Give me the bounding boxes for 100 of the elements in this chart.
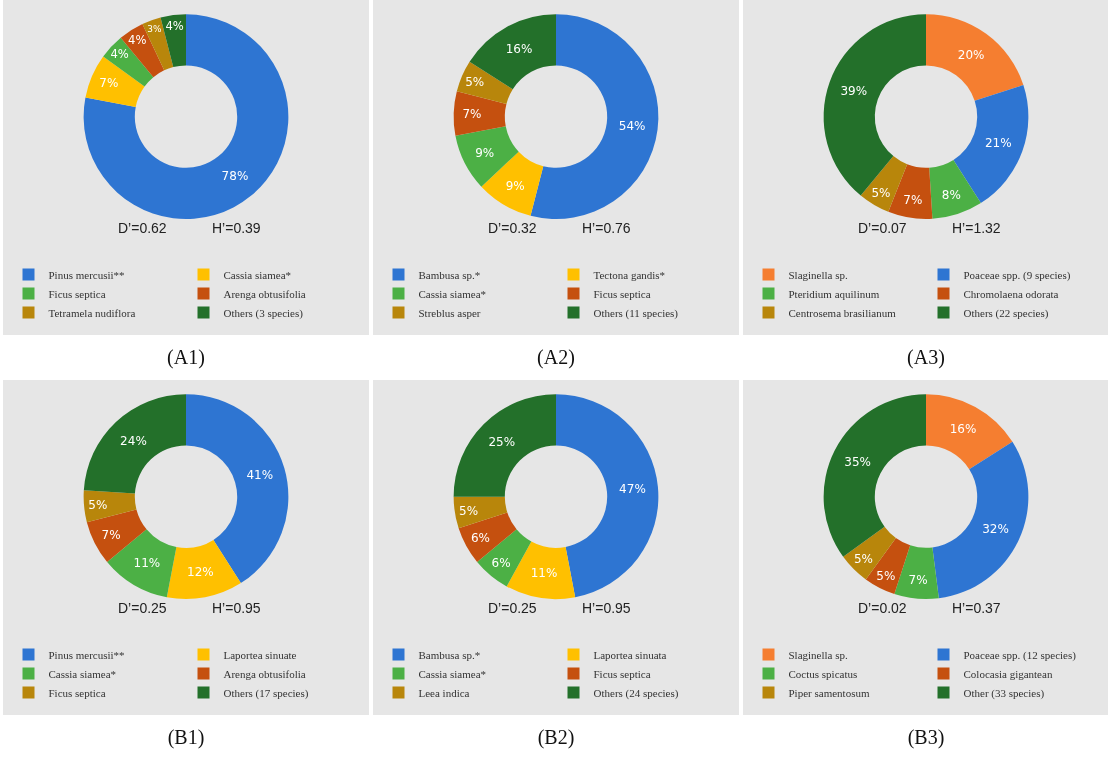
data-label: 7%	[903, 192, 923, 207]
data-label: 24%	[120, 433, 147, 448]
legend-label: Cassia siamea*	[48, 667, 117, 680]
text: H’=0.76	[582, 220, 631, 236]
text: D’=0.62	[118, 220, 167, 236]
donut-slice	[843, 526, 896, 580]
legend-label: Leea indica	[418, 686, 470, 699]
text: H’=1.32	[952, 220, 1001, 236]
donut-slice	[83, 14, 289, 219]
data-label: 47%	[619, 482, 646, 497]
legend-label: Others (3 species)	[223, 306, 304, 320]
text: D’=0.02	[858, 600, 907, 616]
data-label: 9%	[505, 178, 525, 193]
data-label: 4%	[110, 47, 129, 62]
text: H’=0.39	[212, 220, 261, 236]
legend-label: Arenga obtusifolia	[223, 667, 306, 680]
data-label: 6%	[491, 556, 511, 571]
legend-label: Tetramela nudiflora	[48, 306, 136, 319]
legend-label: Ficus septica	[593, 667, 651, 680]
text: D’=0.25	[488, 600, 537, 616]
donut-slice	[556, 394, 659, 598]
data-label: 6%	[470, 531, 490, 546]
text: H’=0.95	[582, 600, 631, 616]
data-label: 11%	[530, 565, 558, 580]
text: D’=0.32	[488, 220, 537, 236]
legend-label: Others (24 species)	[593, 686, 679, 700]
legend-label: Poaceae spp. (9 species)	[963, 268, 1071, 282]
data-label: 16%	[505, 42, 533, 57]
data-label: 39%	[840, 83, 868, 98]
legend-label: Centrosema brasilianum	[788, 306, 897, 319]
donut-slice	[83, 490, 137, 523]
data-label: 3%	[147, 23, 162, 34]
legend-label: Cassia siamea*	[418, 287, 487, 300]
text: (B3)	[906, 725, 946, 751]
data-label: 16%	[949, 422, 977, 437]
legend-label: Bambusa sp.*	[418, 648, 481, 661]
legend-label: Laportea sinuata	[593, 648, 667, 661]
legend-label: Arenga obtusifolia	[223, 287, 306, 300]
donut-slice	[888, 164, 933, 219]
data-label: 7%	[99, 76, 119, 91]
data-label: 41%	[246, 468, 274, 483]
donut-slice	[456, 61, 513, 104]
legend-label: Cassia siamea*	[223, 268, 292, 281]
donut-slice	[453, 91, 507, 136]
legend-label: Ficus septica	[48, 686, 106, 699]
donut-slice	[929, 159, 981, 219]
data-label: 5%	[876, 568, 896, 583]
donut-slice	[186, 394, 289, 584]
legend-label: Others (22 species)	[963, 306, 1049, 320]
legend-label: Others (11 species)	[593, 306, 679, 320]
text: D’=0.07	[858, 220, 907, 236]
legend-label: Poaceae spp. (12 species)	[963, 648, 1077, 662]
donut-slice	[926, 14, 1024, 101]
donut-slice	[823, 14, 926, 196]
legend-label: Others (17 species)	[223, 686, 309, 700]
donut-slice	[453, 394, 556, 497]
text: (A2)	[536, 345, 576, 371]
legend-label: Tectona gandis*	[593, 268, 666, 281]
text: (B2)	[536, 725, 576, 751]
text: H’=0.37	[952, 600, 1001, 616]
donut-slice	[894, 545, 939, 600]
legend-label: Coctus spicatus	[788, 667, 858, 680]
data-label: 5%	[871, 185, 891, 200]
donut-slice	[85, 56, 145, 108]
donut-slice	[160, 14, 186, 68]
data-label: 7%	[101, 527, 121, 542]
donut-slice	[166, 539, 241, 599]
legend-label: Laportea sinuate	[223, 648, 297, 661]
data-label: 35%	[844, 454, 871, 469]
data-label: 5%	[853, 552, 873, 567]
legend-label: Bambusa sp.*	[418, 268, 481, 281]
data-label: 4%	[128, 32, 147, 47]
data-label: 25%	[488, 435, 516, 450]
legend-label: Piper samentosum	[788, 686, 870, 699]
data-label: 5%	[88, 498, 108, 513]
donut-slice	[926, 394, 1013, 470]
data-label: 12%	[187, 565, 214, 580]
legend-label: Colocasia gigantean	[963, 667, 1053, 680]
data-label: 78%	[221, 168, 249, 183]
data-label: 5%	[459, 503, 479, 518]
data-label: 4%	[165, 19, 184, 34]
legend-label: Pteridium aquilinum	[788, 287, 880, 300]
legend-label: Cassia siamea*	[418, 667, 487, 680]
text: (A1)	[166, 345, 206, 371]
data-label: 7%	[462, 107, 482, 122]
text: D’=0.25	[118, 600, 167, 616]
data-label: 32%	[982, 522, 1009, 537]
data-label: 7%	[908, 573, 928, 588]
text: (B1)	[166, 725, 206, 751]
legend-label: Slaginella sp.	[788, 268, 849, 281]
donut-slice	[453, 496, 508, 529]
legend-label: Pinus mercusii**	[48, 268, 125, 281]
legend-label: Streblus asper	[418, 306, 481, 319]
legend-label: Slaginella sp.	[788, 648, 849, 661]
legend-label: Ficus septica	[593, 287, 651, 300]
data-label: 11%	[133, 555, 161, 570]
donut-slice	[530, 14, 659, 220]
data-label: 20%	[957, 47, 985, 62]
data-label: 21%	[984, 135, 1012, 150]
text: H’=0.95	[212, 600, 261, 616]
